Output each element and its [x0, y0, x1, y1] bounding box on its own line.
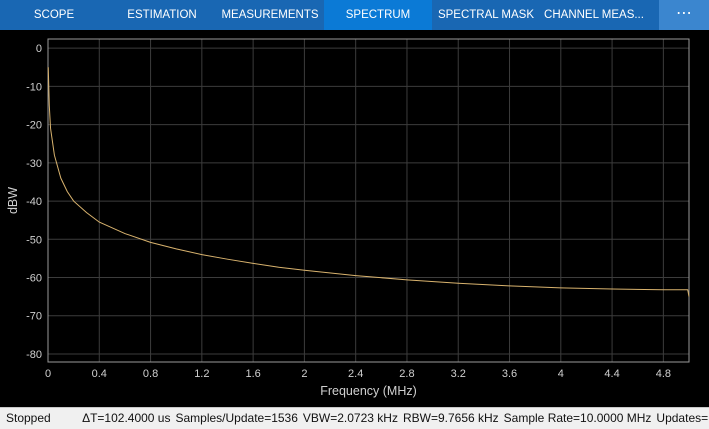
y-tick-label: -10 — [26, 81, 42, 93]
tab[interactable]: SCOPE — [33, 9, 75, 21]
y-tick-label: -40 — [26, 196, 42, 208]
y-tick-label: -80 — [26, 349, 42, 361]
readout: RBW=9.7656 kHz — [402, 411, 499, 425]
x-tick-label: 4.8 — [656, 368, 671, 380]
x-tick-label: 3.6 — [502, 368, 517, 380]
y-axis-label: dBW — [6, 187, 20, 214]
x-tick-label: 4.4 — [604, 368, 619, 380]
y-tick-label: -30 — [26, 158, 42, 170]
y-tick-label: -60 — [26, 273, 42, 285]
spectrum-line — [47, 67, 690, 297]
readout: Updates= — [656, 411, 709, 425]
x-tick-label: 2 — [301, 368, 307, 380]
y-tick-label: 0 — [36, 43, 42, 55]
x-tick-label: 3.2 — [451, 368, 466, 380]
readout: ΔT=102.4000 us — [82, 411, 171, 425]
y-tick-label: -50 — [26, 234, 42, 246]
tab[interactable]: MEASUREMENTS — [221, 9, 319, 21]
y-tick-label: -70 — [26, 311, 42, 323]
x-axis-label: Frequency (MHz) — [320, 384, 417, 398]
plot-frame — [47, 38, 690, 363]
readout: VBW=2.0723 kHz — [302, 411, 398, 425]
readout: Samples/Update=1536 — [175, 411, 298, 425]
x-tick-label: 2.4 — [348, 368, 363, 380]
tab[interactable]: ESTIMATION — [127, 9, 197, 21]
chart: 0-10-20-30-40-50-60-70-800 0.4 0.8 1.2 1.6 2 2… — [6, 38, 690, 398]
tab[interactable]: SPECTRUM — [324, 0, 432, 30]
x-tick-label: 0.4 — [92, 368, 107, 380]
status-state: Stopped — [6, 411, 51, 425]
x-tick-label: 1.6 — [245, 368, 260, 380]
x-tick-label: 4 — [558, 368, 564, 380]
readout: Sample Rate=10.0000 MHz — [503, 411, 652, 425]
x-tick-label: 0 — [45, 368, 51, 380]
tab[interactable]: SPECTRAL MASK — [437, 9, 535, 21]
more-button[interactable]: ⋯ — [659, 0, 709, 30]
toolbar: SCOPE ESTIMATION MEASUREMENTS SPECTRUM SPECT… — [0, 0, 709, 30]
tab[interactable]: CHANNEL MEAS... — [544, 9, 644, 21]
status-bar: Stopped ΔT=102.4000 us Samples/Update=153… — [0, 407, 709, 429]
x-tick-label: 2.8 — [399, 368, 414, 380]
x-tick-label: 0.8 — [143, 368, 158, 380]
x-tick-label: 1.2 — [194, 368, 209, 380]
y-tick-label: -20 — [26, 120, 42, 132]
